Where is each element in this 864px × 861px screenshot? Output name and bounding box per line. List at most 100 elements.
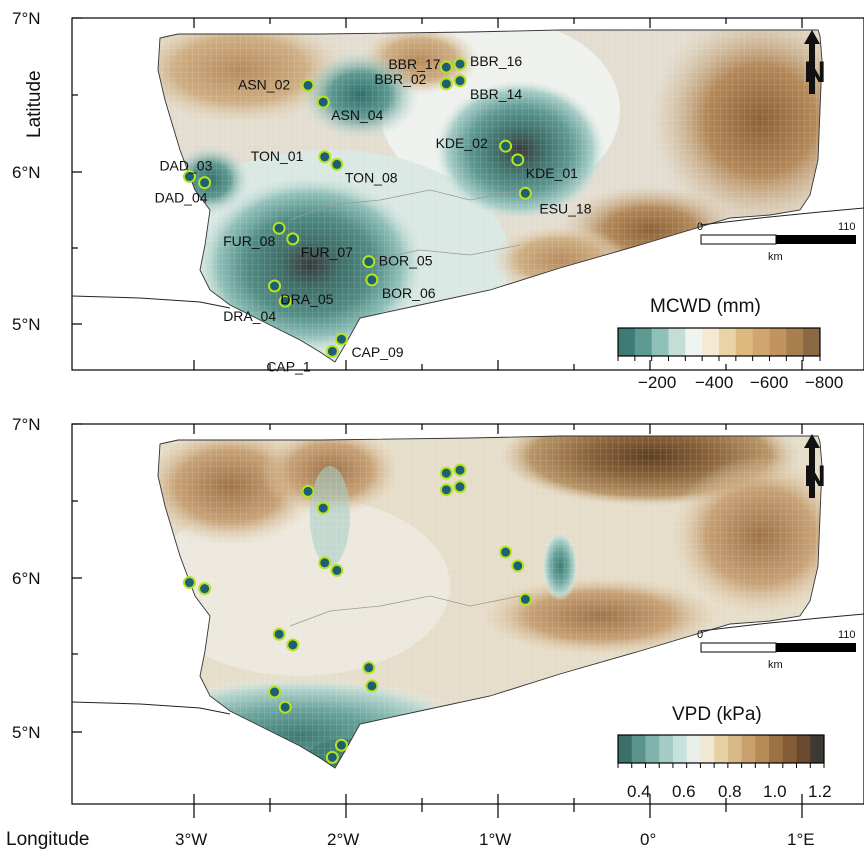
colorbar-swatch bbox=[686, 735, 701, 763]
top-lat-ticks: 7°N 6°N 5°N bbox=[12, 9, 41, 334]
colorbar-tick: −800 bbox=[805, 373, 843, 392]
colorbar-tick: 0.8 bbox=[718, 782, 742, 801]
colorbar-swatch bbox=[618, 735, 633, 763]
site-marker bbox=[453, 57, 467, 71]
colorbar-tick: −400 bbox=[695, 373, 733, 392]
colorbar-swatch bbox=[752, 328, 770, 356]
colorbar-swatch bbox=[803, 328, 821, 356]
site-label: FUR_07 bbox=[301, 244, 353, 260]
site-label: BBR_17 bbox=[388, 56, 440, 72]
mcwd-map-panel: ASN_02 ASN_04 BBR_17 BBR_16 BBR_02 BBR_14 KDE_… bbox=[12, 9, 864, 392]
site-label: ESU_18 bbox=[539, 200, 591, 216]
lon-tick-label: 2°W bbox=[327, 830, 359, 849]
scale-start: 0 bbox=[697, 221, 703, 233]
site-marker bbox=[499, 545, 513, 559]
site-marker bbox=[439, 466, 453, 480]
top-coast-east bbox=[699, 207, 864, 226]
colorbar-tick: 0.6 bbox=[672, 782, 696, 801]
colorbar-swatch bbox=[719, 328, 737, 356]
colorbar-swatch bbox=[769, 328, 787, 356]
colorbar-swatch bbox=[631, 735, 646, 763]
colorbar-swatch bbox=[714, 735, 729, 763]
colorbar-frame bbox=[617, 734, 825, 764]
scalebar-bottom: 0 110 km bbox=[697, 629, 856, 671]
colorbar-swatch bbox=[700, 735, 715, 763]
colorbar-swatch bbox=[672, 735, 688, 763]
site-marker bbox=[286, 232, 300, 246]
site-label: BOR_06 bbox=[382, 285, 436, 301]
site-marker bbox=[362, 255, 376, 269]
lon-tick-label: 1°E bbox=[787, 830, 815, 849]
colorbar-swatch bbox=[645, 735, 660, 763]
colorbar-swatch bbox=[796, 735, 811, 763]
bottom-lat-ticks: 7°N 6°N 5°N bbox=[12, 415, 41, 742]
site-marker bbox=[334, 332, 348, 346]
colorbar-swatch bbox=[702, 328, 720, 356]
colorbar-tick: 0.4 bbox=[627, 782, 651, 801]
site-marker bbox=[453, 480, 467, 494]
colorbar-title: MCWD (mm) bbox=[650, 296, 761, 317]
lat-tick-label: 7°N bbox=[12, 9, 41, 28]
lat-tick-label: 6°N bbox=[12, 569, 41, 588]
site-marker bbox=[439, 77, 453, 91]
site-marker bbox=[511, 559, 525, 573]
site-marker bbox=[453, 463, 467, 477]
y-axis-title: Latitude bbox=[24, 70, 45, 138]
site-marker bbox=[518, 186, 532, 200]
site-marker bbox=[518, 592, 532, 606]
longitude-axis: Longitude 3°W 2°W 1°W 0° 1°E bbox=[6, 829, 815, 850]
top-site-labels: ASN_02 ASN_04 BBR_17 BBR_16 BBR_02 BBR_14 KDE_… bbox=[155, 53, 592, 374]
site-marker bbox=[268, 279, 282, 293]
site-marker bbox=[301, 484, 315, 498]
site-marker bbox=[334, 738, 348, 752]
colorbar-swatch bbox=[735, 328, 754, 356]
top-region-boundary bbox=[289, 189, 521, 221]
site-marker bbox=[301, 78, 315, 92]
site-marker bbox=[318, 150, 332, 164]
lat-tick-label: 5°N bbox=[12, 723, 41, 742]
site-label: DRA_04 bbox=[223, 308, 276, 324]
site-marker bbox=[268, 685, 282, 699]
site-marker bbox=[278, 700, 292, 714]
colorbar-tick: −600 bbox=[750, 373, 788, 392]
site-label: BBR_16 bbox=[470, 53, 522, 69]
site-marker bbox=[365, 679, 379, 693]
colorbar-swatch bbox=[727, 735, 743, 763]
site-label: BBR_14 bbox=[470, 86, 522, 102]
site-marker bbox=[439, 483, 453, 497]
lon-tick-label: 0° bbox=[640, 830, 656, 849]
top-sites bbox=[182, 57, 532, 358]
site-marker bbox=[198, 176, 212, 190]
vpd-map-panel: N 0 110 km VPD (kPa) 0.4 0.6 0.8 1.0 1.2… bbox=[12, 415, 864, 818]
site-marker bbox=[511, 153, 525, 167]
scalebar: 0 110 km bbox=[697, 221, 856, 263]
colorbar-swatch bbox=[634, 328, 653, 356]
bottom-region-boundary bbox=[289, 595, 521, 627]
scale-unit: km bbox=[768, 251, 783, 263]
colorbar-swatches bbox=[617, 734, 825, 768]
site-label: CAP_1 bbox=[266, 358, 311, 374]
lat-tick-label: 6°N bbox=[12, 163, 41, 182]
lat-tick-label: 5°N bbox=[12, 315, 41, 334]
scale-unit: km bbox=[768, 659, 783, 671]
site-marker bbox=[182, 170, 196, 184]
colorbar-swatch bbox=[782, 735, 798, 763]
colorbar-swatch bbox=[741, 735, 756, 763]
bottom-tick-marks bbox=[72, 423, 803, 818]
colorbar-tick: 1.2 bbox=[808, 782, 832, 801]
colorbar-swatches bbox=[617, 327, 821, 361]
colorbar-swatch bbox=[668, 328, 686, 356]
site-marker bbox=[325, 750, 339, 764]
top-tick-marks bbox=[72, 17, 803, 370]
site-label: FUR_08 bbox=[223, 233, 275, 249]
colorbar-swatch bbox=[659, 735, 674, 763]
lon-tick-label: 1°W bbox=[479, 830, 511, 849]
site-marker bbox=[316, 95, 330, 109]
scale-end: 110 bbox=[838, 629, 856, 641]
site-marker bbox=[439, 60, 453, 74]
bottom-coast-east bbox=[699, 613, 864, 632]
site-marker bbox=[198, 582, 212, 596]
bottom-coast-west bbox=[71, 701, 231, 715]
